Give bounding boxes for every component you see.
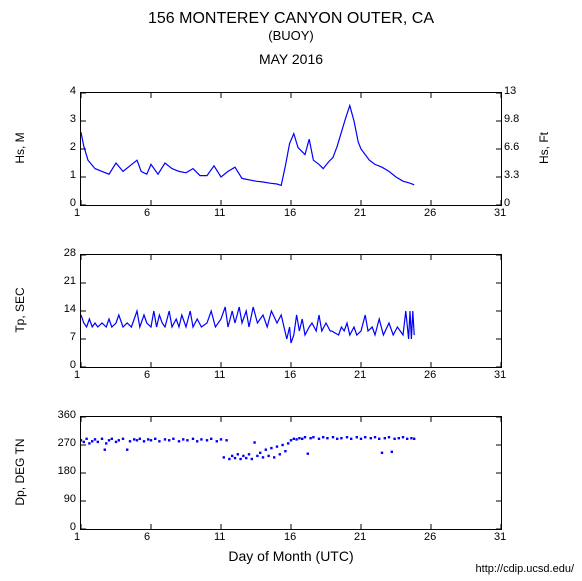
xtick-label: 11 bbox=[214, 207, 225, 219]
xtick-label: 11 bbox=[214, 531, 225, 543]
ytick-label: 90 bbox=[64, 493, 76, 505]
x-axis-label: Day of Month (UTC) bbox=[0, 548, 582, 564]
xtick-label: 31 bbox=[494, 207, 506, 219]
ytick-label: 270 bbox=[58, 437, 76, 449]
xtick-label: 21 bbox=[354, 369, 366, 381]
ytick-label: 28 bbox=[64, 247, 76, 259]
xtick-label: 1 bbox=[74, 369, 80, 381]
xtick-label: 31 bbox=[494, 369, 506, 381]
panel-dp bbox=[80, 416, 502, 530]
xtick-label: 16 bbox=[284, 531, 296, 543]
xtick-label: 1 bbox=[74, 531, 80, 543]
y2tick-label: 9.8 bbox=[504, 113, 519, 125]
xtick-label: 26 bbox=[424, 369, 436, 381]
y2tick-label: 6.6 bbox=[504, 141, 519, 153]
ytick-label: 360 bbox=[58, 409, 76, 421]
xtick-label: 21 bbox=[354, 531, 366, 543]
xtick-label: 21 bbox=[354, 207, 366, 219]
xtick-label: 1 bbox=[74, 207, 80, 219]
xtick-label: 31 bbox=[494, 531, 506, 543]
xtick-label: 16 bbox=[284, 207, 296, 219]
ytick-label: 4 bbox=[70, 85, 76, 97]
y2tick-label: 3.3 bbox=[504, 169, 519, 181]
main-title: 156 MONTEREY CANYON OUTER, CA bbox=[0, 10, 582, 28]
series-tp bbox=[81, 307, 414, 343]
series-hs bbox=[81, 106, 414, 186]
panel-hs bbox=[80, 92, 502, 206]
ytick-label: 3 bbox=[70, 113, 76, 125]
ytick-label: 7 bbox=[70, 331, 76, 343]
xtick-label: 26 bbox=[424, 531, 436, 543]
ytick-label: 14 bbox=[64, 303, 76, 315]
xtick-label: 26 bbox=[424, 207, 436, 219]
subtitle: (BUOY) bbox=[0, 28, 582, 43]
ytick-label: 21 bbox=[64, 275, 76, 287]
ytick-label: 1 bbox=[70, 169, 76, 181]
ylabel-dp: Dp, DEG TN bbox=[13, 438, 27, 505]
xtick-label: 6 bbox=[144, 207, 150, 219]
y2tick-label: 13 bbox=[504, 85, 516, 97]
ytick-label: 180 bbox=[58, 465, 76, 477]
panel-tp bbox=[80, 254, 502, 368]
month-title: MAY 2016 bbox=[0, 51, 582, 67]
source-url: http://cdip.ucsd.edu/ bbox=[476, 563, 574, 575]
xtick-label: 6 bbox=[144, 531, 150, 543]
xtick-label: 6 bbox=[144, 369, 150, 381]
y2label-hs: Hs, Ft bbox=[537, 132, 551, 164]
ylabel-hs: Hs, M bbox=[13, 132, 27, 163]
xtick-label: 11 bbox=[214, 369, 225, 381]
ylabel-tp: Tp, SEC bbox=[13, 287, 27, 332]
ytick-label: 2 bbox=[70, 141, 76, 153]
xtick-label: 16 bbox=[284, 369, 296, 381]
